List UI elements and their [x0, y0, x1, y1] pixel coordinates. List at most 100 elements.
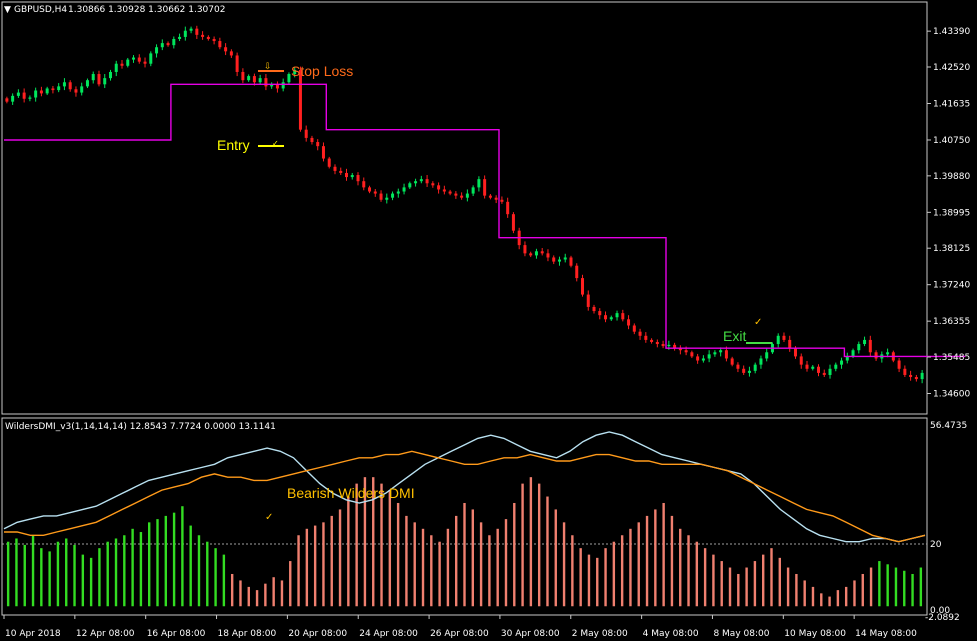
- candle-body: [344, 172, 348, 178]
- dmi-histogram-bar: [255, 590, 259, 607]
- candle-body: [805, 364, 809, 369]
- candle-body: [97, 74, 101, 85]
- dmi-histogram-bar: [322, 522, 325, 607]
- candle-body: [34, 90, 38, 98]
- candle-body: [667, 344, 671, 347]
- dmi-histogram-bar: [106, 541, 109, 607]
- dmi-histogram-bar: [388, 490, 392, 607]
- candle-body: [724, 350, 728, 359]
- dmi-histogram-bar: [164, 515, 167, 607]
- dmi-histogram-bar: [471, 509, 474, 607]
- time-axis-label: 30 Apr 08:00: [501, 629, 560, 639]
- candle-body: [845, 356, 849, 361]
- indicator-axis-top: 56.4735: [930, 421, 967, 431]
- bearish-check-icon: ✓: [265, 512, 273, 523]
- candle-body: [16, 92, 20, 96]
- price-axis-label: 1.40750: [933, 136, 970, 146]
- price-axis-label: 1.38125: [933, 244, 970, 254]
- candle-body: [534, 251, 538, 256]
- candle-body: [914, 377, 918, 380]
- candle-body: [621, 313, 625, 320]
- candle-body: [719, 350, 723, 353]
- candle-body: [327, 158, 331, 167]
- candle-body: [909, 374, 913, 378]
- time-axis-label: 14 May 08:00: [855, 629, 917, 639]
- price-axis-label: 1.34600: [933, 390, 970, 400]
- dmi-histogram-bar: [189, 525, 192, 607]
- candle-body: [742, 368, 746, 373]
- dmi-histogram-bar: [40, 548, 43, 607]
- candle-body: [431, 183, 435, 186]
- candle-body: [776, 335, 780, 345]
- candle-body: [471, 187, 475, 194]
- candle-body: [160, 43, 164, 48]
- dmi-histogram-bar: [612, 541, 616, 607]
- dmi-histogram-bar: [313, 525, 317, 607]
- dmi-histogram-bar: [197, 535, 201, 607]
- dmi-histogram-bar: [529, 477, 533, 607]
- candle-body: [321, 146, 325, 159]
- candle-body: [373, 191, 377, 194]
- candle-body: [868, 339, 872, 353]
- dmi-histogram-bar: [836, 590, 840, 607]
- candle-body: [166, 43, 170, 46]
- candle-body: [851, 350, 855, 357]
- dmi-histogram-bar: [330, 515, 333, 607]
- candle-body: [661, 344, 665, 347]
- dmi-histogram-bar: [355, 483, 358, 607]
- time-axis: 10 Apr 2018 12 Apr 08:00 16 Apr 08:00 18 Ap…: [3, 615, 917, 639]
- dmi-histogram-bar: [670, 515, 674, 607]
- dmi-histogram-bar: [546, 496, 549, 607]
- candle-body: [615, 313, 619, 318]
- dmi-histogram-bar: [645, 515, 649, 607]
- dmi-histogram-bar: [737, 573, 740, 607]
- candle-body: [333, 166, 337, 171]
- dropdown-triangle-icon[interactable]: ▼: [4, 5, 11, 15]
- candle-body: [592, 306, 596, 312]
- dmi-histogram-bar: [919, 567, 923, 607]
- candle-body: [500, 199, 504, 202]
- candle-body: [114, 63, 118, 72]
- candle-body: [229, 51, 233, 56]
- price-layer: [4, 25, 966, 384]
- dmi-histogram-bar: [280, 580, 284, 607]
- price-axis-label: 1.37240: [933, 281, 970, 291]
- candle-body: [638, 331, 642, 336]
- price-axis: 1.43390 1.42520 1.41635 1.40750 1.39880 1.389…: [927, 27, 970, 400]
- candle-body: [920, 372, 924, 380]
- candle-body: [684, 350, 688, 353]
- dmi-histogram-bar: [438, 541, 441, 607]
- candle-body: [707, 354, 711, 359]
- candle-body: [575, 265, 579, 279]
- candle-body: [903, 368, 907, 375]
- candle-body: [178, 36, 182, 39]
- candle-body: [275, 84, 279, 89]
- dmi-histogram-bar: [562, 522, 566, 607]
- time-axis-label: 20 Apr 08:00: [288, 629, 347, 639]
- candle-body: [218, 41, 222, 48]
- candle-body: [396, 191, 400, 194]
- indicator-label: WildersDMI_v3(1,14,14,14) 12.8543 7.7724…: [5, 422, 276, 432]
- candle-body: [730, 358, 734, 365]
- dmi-histogram-bar: [98, 548, 101, 607]
- candle-body: [690, 352, 694, 357]
- price-axis-label: 1.36355: [933, 317, 970, 327]
- candle-body: [437, 185, 441, 190]
- dmi-histogram-bar: [455, 515, 458, 607]
- dmi-histogram-bar: [181, 506, 184, 607]
- dmi-histogram-bar: [728, 567, 732, 607]
- candle-body: [212, 38, 216, 42]
- time-axis-label: 24 Apr 08:00: [359, 629, 418, 639]
- candle-body: [782, 335, 786, 340]
- candle-body: [310, 137, 314, 143]
- candle-body: [632, 325, 636, 332]
- candle-body: [563, 257, 567, 260]
- dmi-histogram-bar: [504, 519, 508, 607]
- candle-body: [581, 278, 585, 295]
- entry-annotation: Entry: [217, 137, 250, 153]
- dmi-histogram-bar: [230, 573, 234, 607]
- candle-body: [586, 294, 590, 307]
- candle-body: [391, 193, 395, 198]
- entry-check-icon: ✓: [272, 139, 279, 148]
